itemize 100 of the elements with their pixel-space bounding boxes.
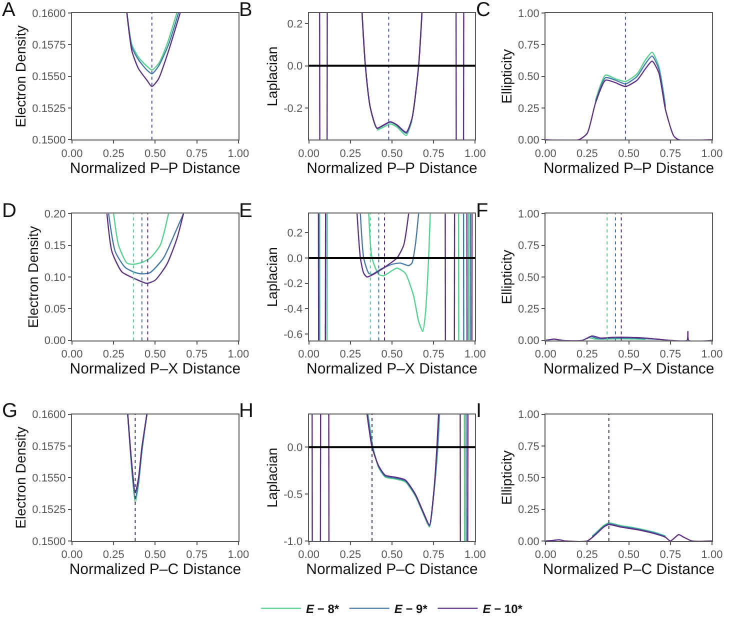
x-tick-label: 0.75 (186, 549, 208, 562)
line-series (126, 13, 181, 88)
x-tick-label: 0.00 (534, 148, 556, 160)
y-tick-label: 0.0 (287, 442, 303, 454)
x-tick-label: 0.50 (144, 549, 166, 562)
y-axis-title: Ellipticity (498, 450, 515, 505)
y-axis-title: Electron Density (24, 226, 41, 328)
x-tick-label: 0.00 (534, 549, 556, 562)
y-tick-label: 0.1525 (32, 102, 66, 115)
x-tick-label: 0.50 (381, 549, 403, 562)
y-tick-label: 0.50 (518, 472, 540, 484)
x-tick-label: 0.00 (298, 148, 320, 160)
legend-label: E − 8* (306, 602, 340, 616)
y-tick-label: 0.75 (518, 40, 540, 52)
y-tick-label: 0.25 (518, 504, 540, 516)
x-tick-label: 1.00 (701, 348, 723, 361)
y-tick-label: 0.25 (518, 102, 540, 115)
y-tick-label: -0.2 (284, 102, 303, 115)
y-axis-title: Laplacian (264, 46, 280, 106)
y-tick-label: 0.00 (518, 134, 540, 147)
y-tick-label: 1.00 (518, 208, 540, 220)
x-axis-title: Normalized P–P Distance (543, 160, 714, 177)
x-tick-label: 0.75 (422, 549, 444, 562)
chart-title: G (2, 400, 18, 422)
x-axis-title: Normalized P–X Distance (543, 360, 714, 378)
y-tick-label: 0.00 (518, 335, 540, 348)
x-tick-label: 0.50 (144, 148, 166, 160)
y-axis-title: Ellipticity (498, 49, 515, 104)
x-tick-label: 0.75 (422, 348, 444, 361)
x-axis-title: Normalized P–P Distance (306, 160, 478, 177)
chart-title: C (476, 0, 490, 21)
y-axis-title: Ellipticity (498, 250, 515, 304)
y-tick-label: -0.5 (284, 488, 303, 501)
x-tick-label: 0.50 (618, 148, 640, 160)
x-tick-label: 1.00 (464, 549, 486, 562)
y-tick-label: 0.1575 (32, 40, 66, 52)
chart-title: A (2, 0, 16, 21)
x-tick-label: 0.50 (618, 348, 640, 361)
x-axis-title: Normalized P–X Distance (70, 360, 241, 378)
x-tick-label: 0.75 (660, 348, 682, 361)
y-tick-label: 1.00 (518, 8, 540, 20)
y-tick-label: -0.2 (284, 278, 303, 290)
x-axis-title: Normalized P–C Distance (306, 561, 478, 578)
y-axis-title: Laplacian (264, 448, 280, 508)
x-tick-label: 0.25 (102, 148, 124, 160)
x-tick-label: 1.00 (701, 549, 723, 562)
x-tick-label: 0.00 (298, 348, 320, 361)
legend-label: E − 9* (394, 602, 428, 616)
chart-title: E (239, 200, 252, 222)
y-axis-title: Laplacian (264, 247, 280, 307)
x-tick-label: 0.25 (340, 348, 362, 361)
y-tick-label: 0.75 (518, 240, 540, 252)
x-tick-label: 0.75 (660, 549, 682, 562)
y-tick-label: 0.1500 (32, 536, 66, 548)
y-tick-label: 0.75 (518, 440, 540, 453)
y-tick-label: -0.4 (284, 304, 303, 316)
x-tick-label: 0.00 (298, 549, 320, 562)
x-tick-label: 0.25 (576, 549, 598, 562)
y-tick-label: 0.00 (518, 536, 540, 548)
x-tick-label: 0.50 (618, 549, 640, 562)
y-axis-title: Electron Density (12, 426, 29, 529)
y-tick-label: -1.0 (284, 536, 303, 548)
x-axis-title: Normalized P–C Distance (542, 561, 715, 578)
x-tick-label: 0.25 (340, 148, 362, 160)
y-tick-label: 0.15 (44, 240, 66, 252)
y-tick-label: 0.50 (518, 71, 540, 84)
y-tick-label: 0.1550 (32, 71, 66, 84)
x-tick-label: 0.25 (102, 348, 124, 361)
chart-title: H (239, 400, 254, 422)
y-tick-label: 0.2 (287, 18, 303, 30)
y-tick-label: 0.2 (287, 228, 303, 240)
y-tick-label: 0.25 (518, 304, 540, 316)
y-tick-label: 0.1600 (32, 8, 66, 20)
line-series (546, 60, 712, 140)
y-tick-label: 0.1550 (32, 472, 66, 484)
y-tick-label: 0.1575 (32, 440, 66, 453)
x-tick-label: 0.00 (534, 348, 556, 361)
x-tick-label: 1.00 (464, 148, 486, 160)
x-tick-label: 0.25 (340, 549, 362, 562)
x-tick-label: 1.00 (228, 148, 250, 160)
x-tick-label: 0.50 (381, 148, 403, 160)
x-tick-label: 1.00 (228, 549, 250, 562)
x-tick-label: 0.75 (422, 148, 444, 160)
x-tick-label: 0.75 (186, 348, 208, 361)
y-tick-label: 0.0 (287, 252, 303, 265)
chart-title: D (2, 200, 16, 222)
y-tick-label: -0.6 (284, 328, 303, 341)
chart-title: B (239, 0, 252, 21)
y-tick-label: 0.00 (44, 335, 66, 348)
x-tick-label: 0.25 (102, 549, 124, 562)
x-tick-label: 0.50 (144, 348, 166, 361)
line-series (376, 120, 413, 136)
y-tick-label: 0.05 (44, 304, 66, 316)
y-tick-label: 0.1600 (32, 409, 66, 422)
x-tick-label: 0.75 (660, 148, 682, 160)
x-tick-label: 1.00 (228, 348, 250, 361)
y-tick-label: 0.0 (287, 60, 303, 73)
y-tick-label: 0.1525 (32, 504, 66, 516)
x-axis-title: Normalized P–C Distance (69, 561, 242, 578)
y-axis-title: Electron Density (12, 25, 29, 128)
